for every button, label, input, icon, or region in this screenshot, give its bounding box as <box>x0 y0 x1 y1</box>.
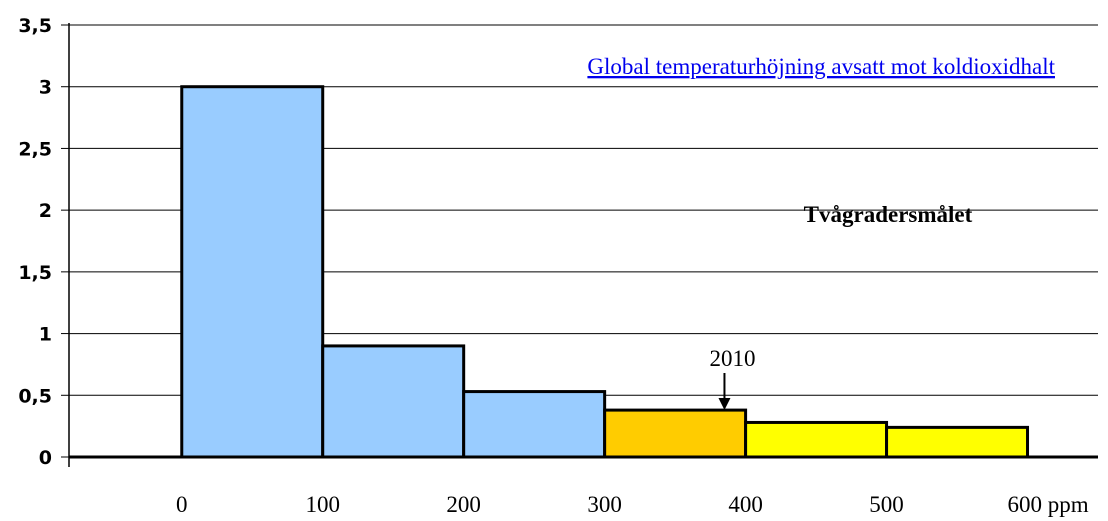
y-tick-labels: 0 0,5 1 1,5 2 2,5 3 3,5 <box>18 15 52 469</box>
bar-4 <box>744 420 889 459</box>
x-tick-label-3: 300 <box>587 492 622 517</box>
y-tick-label-2: 1 <box>39 324 52 346</box>
year-arrow-head <box>718 398 731 410</box>
x-tick-label-1: 100 <box>305 492 340 517</box>
bar-1 <box>321 344 466 459</box>
y-tick-label-1: 0,5 <box>18 385 52 407</box>
chart-title[interactable]: Global temperaturhöjning avsatt mot kold… <box>587 54 1055 79</box>
bar-2 <box>462 390 607 459</box>
goal-annotation: Tvågradersmålet <box>804 202 973 227</box>
x-tick-labels: 0 100 200 300 400 500 600 ppm <box>176 492 1089 517</box>
x-tick-label-6: 600 ppm <box>1008 492 1089 517</box>
x-tick-label-5: 500 <box>869 492 904 517</box>
y-tick-label-6: 3 <box>39 77 52 99</box>
x-tick-label-2: 200 <box>446 492 481 517</box>
y-tick-label-0: 0 <box>39 447 52 469</box>
y-tick-label-4: 2 <box>39 200 52 222</box>
y-tick-label-7: 3,5 <box>18 15 52 37</box>
year-annotation-group: 2010 <box>709 346 755 410</box>
bar-3 <box>603 408 748 459</box>
axes <box>61 23 1098 467</box>
bar-5 <box>885 425 1030 459</box>
x-tick-label-4: 400 <box>728 492 763 517</box>
year-label: 2010 <box>709 346 755 371</box>
y-tick-label-5: 2,5 <box>18 138 52 160</box>
bar-0 <box>180 85 325 459</box>
y-tick-label-3: 1,5 <box>18 262 52 284</box>
x-tick-label-0: 0 <box>176 492 188 517</box>
